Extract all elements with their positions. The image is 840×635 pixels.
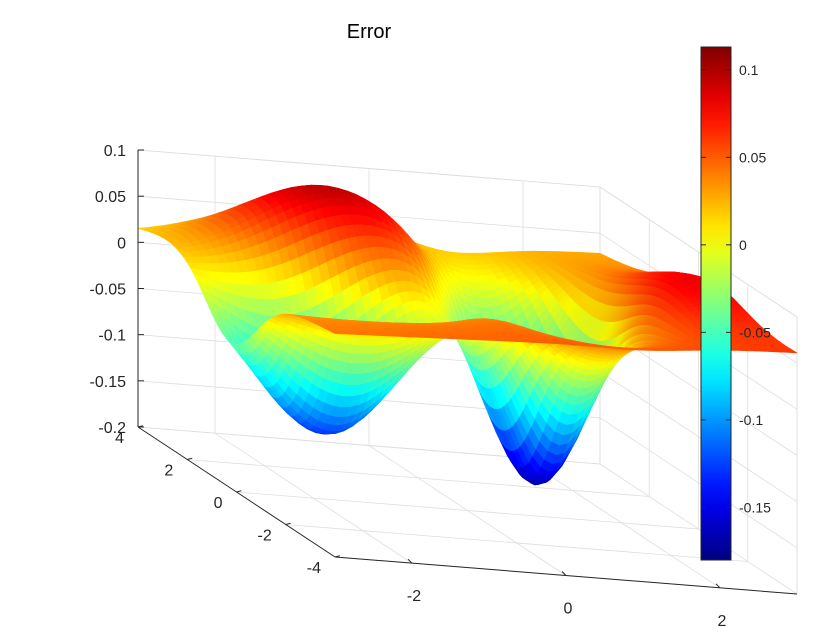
colorbar-tick-label: -0.1 xyxy=(739,412,763,428)
y-tick xyxy=(286,523,291,524)
grid-line-y xyxy=(237,492,699,529)
z-tick-label: -0.1 xyxy=(98,328,126,345)
y-tick xyxy=(335,556,340,557)
colorbar-tick-label: -0.15 xyxy=(739,499,771,515)
z-tick-label: 0.05 xyxy=(95,189,126,206)
y-tick xyxy=(187,458,192,459)
y-tick xyxy=(237,491,242,492)
y-tick-label: -4 xyxy=(307,560,321,577)
z-tick-label: 0 xyxy=(117,235,126,252)
y-tick-label: -2 xyxy=(258,528,272,545)
grid-line-y xyxy=(187,460,649,497)
y-tick-label: 4 xyxy=(115,430,124,447)
x-tick-label: 2 xyxy=(718,613,727,630)
colorbar-tick-label: -0.05 xyxy=(739,324,771,340)
colorbar-tick-label: 0.1 xyxy=(739,62,759,78)
x-tick-label: -2 xyxy=(407,588,421,605)
z-tick-label: -0.05 xyxy=(90,282,127,299)
z-tick-label: -0.15 xyxy=(90,374,127,391)
colorbar-tick-label: 0.05 xyxy=(739,149,766,165)
colorbar-bar xyxy=(701,47,731,560)
z-tick-label: 0.1 xyxy=(104,143,126,160)
chart-title: Error xyxy=(347,21,392,43)
grid-line-y xyxy=(286,525,748,562)
y-tick-label: 0 xyxy=(214,495,223,512)
y-tick-label: 2 xyxy=(164,463,173,480)
x-tick-label: 0 xyxy=(564,601,573,618)
colorbar-tick-label: 0 xyxy=(739,237,747,253)
